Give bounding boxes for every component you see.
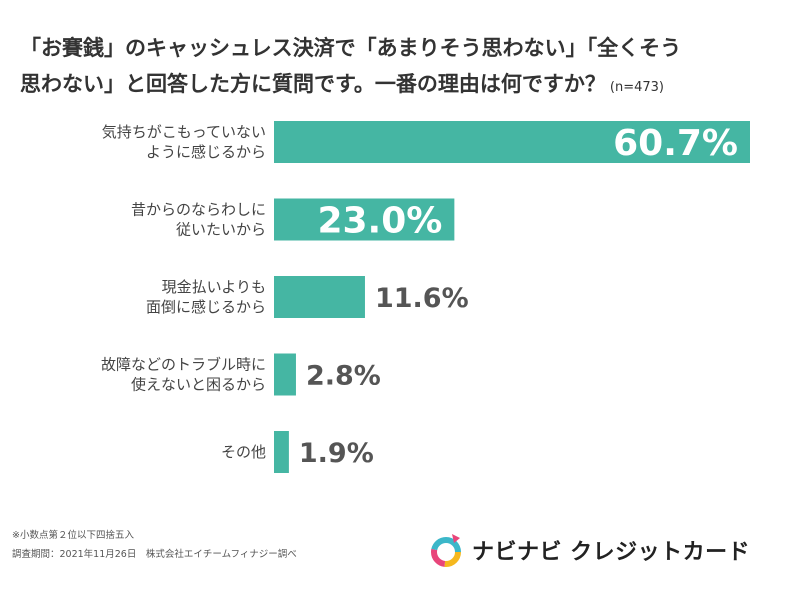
value-label-3: 2.8% [306, 361, 381, 392]
logo-mark-icon [431, 534, 461, 567]
bar-1 [274, 198, 455, 241]
value-label-2: 11.6% [375, 283, 469, 314]
logo-text: ナビナビ クレジットカード [472, 540, 751, 565]
chart-title: 「お賽銭」のキャッシュレス決済で「あまりそう思わない」「全くそう 思わない」と回… [20, 30, 790, 106]
footnote-rounding: ※小数点第２位以下四捨五入 [12, 530, 134, 541]
title-line-1: 「お賽銭」のキャッシュレス決済で「あまりそう思わない」「全くそう [20, 36, 682, 60]
value-label-4: 1.9% [299, 438, 374, 469]
category-label-2: 現金払いよりも面倒に感じるから [146, 278, 266, 316]
bar-2 [274, 276, 365, 318]
bar-4 [274, 431, 289, 473]
sample-size: (n=473) [609, 80, 664, 95]
title-line-2-text: 思わない」と回答した方に質問です。一番の理由は何ですか？ [20, 72, 606, 96]
value-label-1: 23.0% [317, 201, 442, 242]
bar-3 [274, 353, 296, 396]
brand-logo: ナビナビ クレジットカード [428, 530, 750, 570]
category-label-4: その他 [221, 443, 266, 461]
bar-chart: 気持ちがこもっていないように感じるから 60.7% 昔からのならわしに従いたいから 2… [100, 121, 750, 473]
category-label-1: 昔からのならわしに従いたいから [131, 201, 266, 239]
category-label-0: 気持ちがこもっていないように感じるから [102, 123, 266, 161]
footnote-survey-period: 調査期間：2021年11月26日 株式会社エイチームフィナジー調べ [12, 549, 297, 560]
title-line-2: 思わない」と回答した方に質問です。一番の理由は何ですか？ (n=473) [20, 66, 790, 106]
bar-0 [274, 121, 750, 163]
category-label-3: 故障などのトラブル時に使えないと困るから [101, 356, 266, 394]
value-label-0: 60.7% [613, 123, 738, 164]
